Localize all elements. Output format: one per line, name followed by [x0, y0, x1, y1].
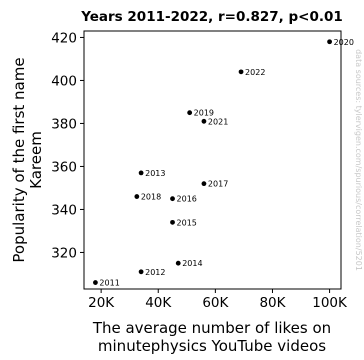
- x-axis-label-line-2: minutephysics YouTube videos: [98, 337, 326, 355]
- source-watermark: data sources: tylervigen.com/spurious/co…: [354, 49, 363, 271]
- data-point: [170, 219, 175, 225]
- data-point: [175, 260, 181, 266]
- data-point-label: 2011: [99, 279, 119, 288]
- x-tick-label: 20K: [88, 295, 115, 311]
- data-point-label: 2015: [177, 218, 197, 227]
- data-point-label: 2022: [245, 68, 265, 77]
- y-axis-label-line-2: Kareem: [27, 131, 45, 189]
- data-point-label: 2020: [334, 38, 354, 47]
- x-axis-label-line-1: The average number of likes on: [92, 319, 331, 337]
- chart-title: Years 2011-2022, r=0.827, p<0.01: [80, 9, 343, 25]
- data-point-label: 2017: [208, 180, 228, 189]
- data-point: [238, 69, 244, 75]
- data-point-label: 2016: [177, 195, 197, 204]
- y-axis-label-group: Popularity of the first name Kareem: [10, 57, 45, 262]
- x-tick-label: 60K: [202, 295, 229, 311]
- x-tick-label: 80K: [259, 295, 286, 311]
- data-point-label: 2021: [208, 117, 228, 126]
- data-point: [187, 110, 193, 116]
- data-point-label: 2019: [194, 109, 214, 118]
- data-point: [201, 181, 207, 187]
- data-point: [138, 269, 144, 275]
- data-point-label: 2018: [141, 193, 161, 202]
- data-point: [134, 194, 140, 199]
- data-point: [138, 170, 144, 176]
- x-tick-label: 100K: [312, 295, 348, 311]
- data-point-label: 2013: [145, 169, 165, 178]
- y-axis: 320 340 360 380 400 420: [51, 30, 84, 261]
- data-point: [93, 280, 98, 285]
- y-tick-label: 360: [51, 159, 77, 175]
- plot-area-frame: [83, 30, 342, 290]
- y-tick-label: 320: [51, 245, 77, 261]
- y-tick-label: 340: [51, 202, 77, 218]
- y-axis-label-line-1: Popularity of the first name: [10, 57, 28, 262]
- data-point-label: 2014: [182, 259, 202, 268]
- x-axis: 20K 40K 60K 80K 100K: [88, 289, 348, 311]
- y-tick-label: 420: [51, 30, 77, 46]
- y-tick-label: 400: [51, 73, 77, 89]
- data-point: [170, 196, 175, 202]
- y-tick-label: 380: [51, 116, 77, 132]
- x-axis-label-group: The average number of likes on minutephy…: [92, 319, 331, 355]
- data-points: 2011 2012 2013 2014 2015 2016 2017 2018 2019 2020…: [93, 38, 354, 288]
- x-tick-label: 40K: [145, 295, 172, 311]
- data-point: [201, 118, 207, 124]
- data-point: [327, 39, 332, 45]
- data-point-label: 2012: [145, 268, 165, 277]
